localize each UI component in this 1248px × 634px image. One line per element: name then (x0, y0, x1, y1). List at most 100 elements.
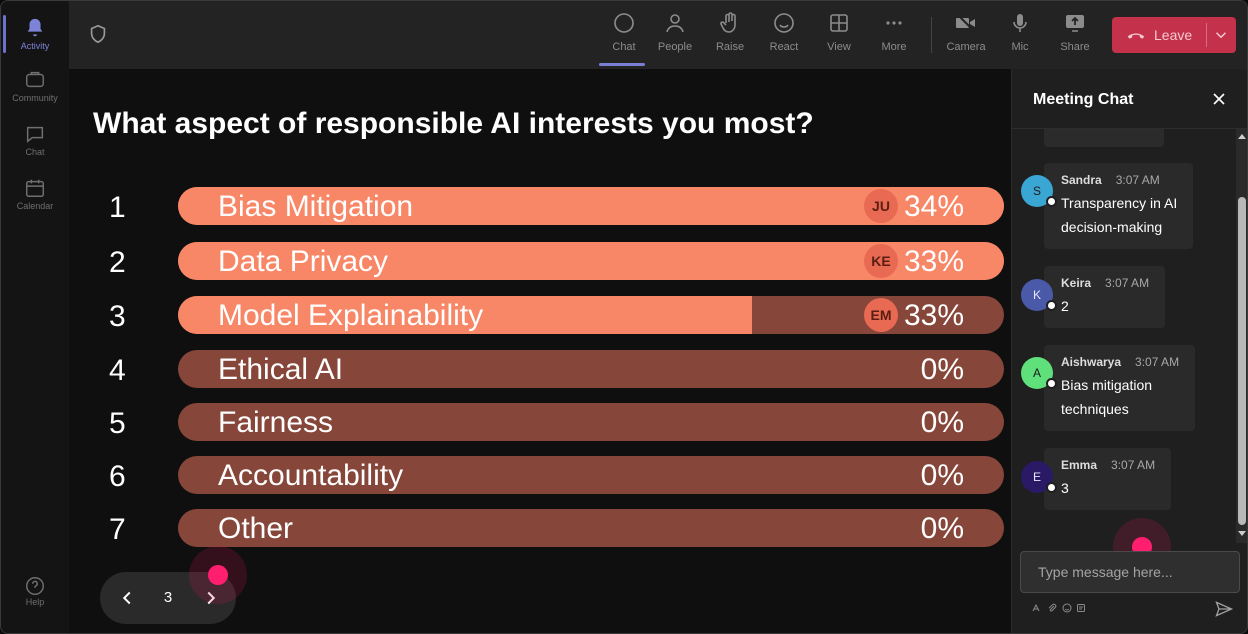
avatar[interactable]: S (1021, 175, 1057, 207)
close-icon[interactable] (1209, 89, 1229, 109)
message-bubble: Sandra 3:07 AM Transparency in AI decision-… (1044, 163, 1194, 249)
mic-button[interactable]: Mic (995, 11, 1045, 63)
option-label: Fairness (218, 406, 334, 439)
poll-question: What aspect of responsible AI interests … (93, 107, 814, 140)
people-button-label: People (657, 41, 693, 53)
option-percent: 0% (920, 459, 964, 492)
chevron-left-icon[interactable] (116, 587, 138, 609)
rail-item-calendar[interactable]: Calendar (1, 167, 69, 221)
presence-dot (1046, 482, 1057, 493)
message-bubble: Keira 3:07 AM 2 (1044, 266, 1166, 328)
message-text: Transparency in AI decision-making (1061, 191, 1177, 239)
raise-hand-button[interactable]: Raise (705, 11, 755, 63)
message-text-line: Transparency in AI (1061, 195, 1178, 211)
message-text-line: 3 (1061, 480, 1069, 496)
toolbar-divider (931, 17, 932, 53)
sticker-icon[interactable] (1076, 603, 1086, 613)
rail-item-label: Calendar (16, 201, 54, 211)
share-screen-icon (1066, 15, 1084, 32)
option-percent: 34% (903, 190, 964, 223)
scrollbar-thumb[interactable] (1238, 197, 1246, 525)
option-number: 3 (109, 300, 126, 333)
option-label: Model Explainability (218, 299, 484, 332)
message-text: Bias mitigation techniques (1061, 373, 1179, 421)
more-button[interactable]: More (869, 11, 919, 63)
view-button[interactable]: View (814, 11, 864, 63)
poll-option-row: 6 Accountability 0% (69, 456, 1011, 494)
option-percent: 0% (920, 512, 964, 545)
poll-option-row: 7 Other 0% (69, 509, 1011, 547)
message-text: 3 (1061, 476, 1155, 500)
message-bubble: Aishwarya 3:07 AM Bias mitigation technique… (1044, 345, 1196, 431)
hang-up-icon (1127, 33, 1145, 39)
emoji-icon[interactable] (1062, 603, 1072, 613)
chat-scrollbar[interactable] (1236, 129, 1247, 543)
leave-divider (1206, 23, 1207, 47)
presence-dot (1046, 196, 1057, 207)
people-icon (666, 14, 684, 33)
share-button-label: Share (1060, 41, 1090, 53)
poll-option-row: 1 Bias Mitigation JU 34% (69, 187, 1011, 225)
rail-item-label: Community (12, 93, 58, 103)
camera-off-icon (956, 13, 976, 33)
leave-button[interactable]: Leave (1112, 17, 1236, 53)
bell-icon (27, 18, 43, 37)
smiley-icon (774, 13, 794, 33)
share-button[interactable]: Share (1050, 11, 1100, 63)
avatar[interactable]: A (1021, 357, 1057, 389)
help-icon (26, 577, 44, 595)
avatar-initial: A (1032, 366, 1041, 380)
chat-button-label: Chat (612, 41, 636, 53)
rail-item-help[interactable]: Help (1, 575, 69, 607)
meeting-chat-panel: Meeting Chat Sandra 3:07 AM Transparency i… (1011, 69, 1247, 633)
chevron-down-icon[interactable] (1212, 26, 1230, 44)
rail-item-label: Chat (25, 147, 45, 157)
option-bar: Data Privacy KE 33% (178, 242, 1004, 280)
option-bar: Fairness 0% (178, 403, 1004, 441)
chat-button[interactable]: Chat (599, 11, 649, 66)
presence-dot (1046, 300, 1057, 311)
people-button[interactable]: People (650, 11, 700, 63)
option-percent: 33% (903, 299, 964, 332)
sender-name: Keira (1061, 276, 1092, 290)
option-label: Other (218, 512, 294, 545)
camera-button-label: Camera (946, 41, 986, 53)
avatar[interactable]: K (1021, 279, 1057, 311)
message-text-line: Bias mitigation (1061, 377, 1153, 393)
sender-name: Aishwarya (1061, 355, 1122, 369)
rail-item-activity[interactable]: Activity (1, 7, 69, 61)
message-time: 3:07 AM (1105, 276, 1150, 290)
mic-button-label: Mic (1011, 41, 1029, 53)
chat-title: Meeting Chat (1033, 91, 1134, 108)
option-percent: 0% (920, 406, 964, 439)
poll-option-row: 4 Ethical AI 0% (69, 350, 1011, 388)
message-text: 2 (1061, 294, 1149, 318)
react-button[interactable]: React (759, 11, 809, 63)
option-number: 5 (109, 407, 126, 440)
rail-item-chat[interactable]: Chat (1, 113, 69, 167)
rail-item-community[interactable]: Community (1, 59, 69, 113)
scroll-down-arrow[interactable] (1238, 531, 1246, 536)
chat-icon (614, 13, 634, 33)
scroll-up-arrow[interactable] (1238, 134, 1246, 139)
more-button-label: More (881, 41, 907, 53)
chevron-right-icon[interactable] (200, 587, 222, 609)
send-icon[interactable] (1214, 599, 1234, 619)
voter-avatar: JU (864, 189, 898, 223)
voter-avatar: EM (864, 298, 898, 332)
chat-icon (26, 126, 44, 143)
option-bar: Ethical AI 0% (178, 350, 1004, 388)
attach-icon[interactable] (1047, 603, 1057, 613)
leave-button-label: Leave (1154, 27, 1193, 43)
option-number: 7 (109, 513, 126, 546)
community-icon (26, 71, 44, 88)
avatar[interactable]: E (1021, 461, 1057, 493)
chat-message-input[interactable] (1020, 551, 1240, 593)
camera-button[interactable]: Camera (941, 11, 991, 63)
format-icon[interactable] (1032, 603, 1042, 613)
avatar-initial: E (1032, 470, 1041, 484)
poll-option-row: 3 Model Explainability EM 33% (69, 296, 1011, 334)
voter-avatar: KE (864, 244, 898, 278)
shield-icon[interactable] (87, 23, 109, 45)
option-label: Data Privacy (218, 245, 389, 278)
